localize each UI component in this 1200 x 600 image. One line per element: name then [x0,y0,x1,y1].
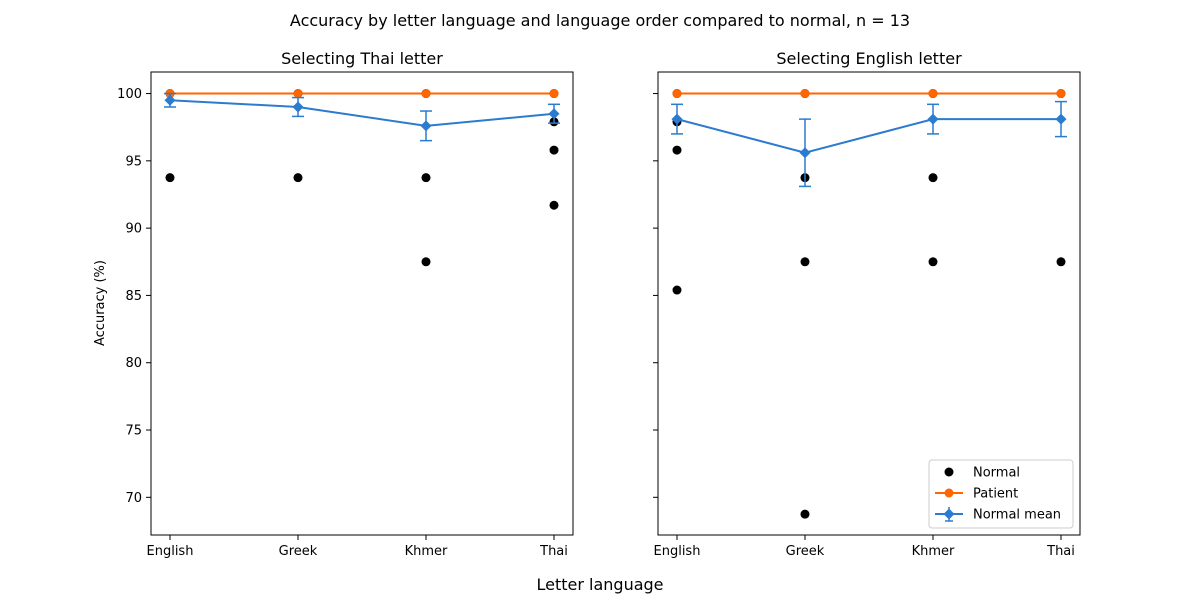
legend-handle-patient-marker [944,488,954,498]
y-tick-label: 100 [117,87,142,102]
normal-point [421,257,431,267]
x-tick-label: Greek [279,544,318,559]
legend-handle-mean-marker [943,508,955,520]
panel-title: Selecting English letter [776,49,962,68]
figure-suptitle: Accuracy by letter language and language… [290,11,910,30]
x-tick-label: Khmer [405,544,448,559]
x-tick-label: English [147,544,194,559]
y-tick-label: 90 [125,222,142,237]
normal-point [1056,257,1066,267]
normal-point [800,257,810,267]
patient-point [549,89,559,99]
normal-point [293,173,303,183]
normal-point [928,257,938,267]
normal-point [549,200,559,210]
legend-label: Normal mean [973,508,1061,523]
normal-mean-line [676,118,1062,154]
chart-panels: Selecting Thai letter 70 75 80 85 90 95 100 Engl… [117,49,1081,559]
figure-xlabel: Letter language [536,575,663,594]
y-tick-label: 75 [125,424,142,439]
patient-point [672,89,682,99]
normal-mean-marker [420,120,432,132]
normal-mean-marker [292,101,304,113]
normal-mean-marker [799,147,811,159]
plot-area [163,89,561,267]
normal-point [549,145,559,155]
normal-mean-marker [671,113,683,125]
patient-point [1056,89,1066,99]
legend-label: Patient [973,487,1018,502]
legend-item-normal: Normal [944,466,1020,481]
patient-point [421,89,431,99]
plot-area [670,89,1068,519]
normal-mean-marker [548,108,560,120]
normal-mean-marker [927,113,939,125]
patient-point [928,89,938,99]
x-tick-label: Greek [786,544,825,559]
patient-point [293,89,303,99]
x-tick-label: Thai [1046,544,1075,559]
x-tick-label: English [654,544,701,559]
axes-frame [150,71,574,536]
legend-handle-normal [944,467,954,477]
legend-item-patient: Patient [935,487,1018,502]
x-tick-label: Khmer [912,544,955,559]
normal-point [165,173,175,183]
legend-frame [928,459,1074,529]
y-tick-label: 95 [125,154,142,169]
y-axis-label: Accuracy (%) [93,260,108,346]
normal-point [421,173,431,183]
axes-frame [657,71,1081,536]
legend: Normal Patient Normal mean [928,459,1074,529]
normal-point [800,509,810,519]
x-tick-label: Thai [539,544,568,559]
legend-label: Normal [973,466,1020,481]
patient-point [800,89,810,99]
panel-2: Selecting English letter English Greek Khme… [653,49,1081,559]
normal-point [928,173,938,183]
y-tick-label: 85 [125,289,142,304]
normal-mean-marker [164,94,176,106]
legend-item-normal-mean: Normal mean [935,507,1061,523]
normal-mean-marker [1055,113,1067,125]
y-tick-label: 80 [125,356,142,371]
panel-1: Selecting Thai letter 70 75 80 85 90 95 100 Engl… [117,49,574,559]
normal-mean-line [169,99,555,127]
normal-point [672,285,682,295]
y-tick-label: 70 [125,491,142,506]
panel-title: Selecting Thai letter [281,49,443,68]
normal-point [672,145,682,155]
